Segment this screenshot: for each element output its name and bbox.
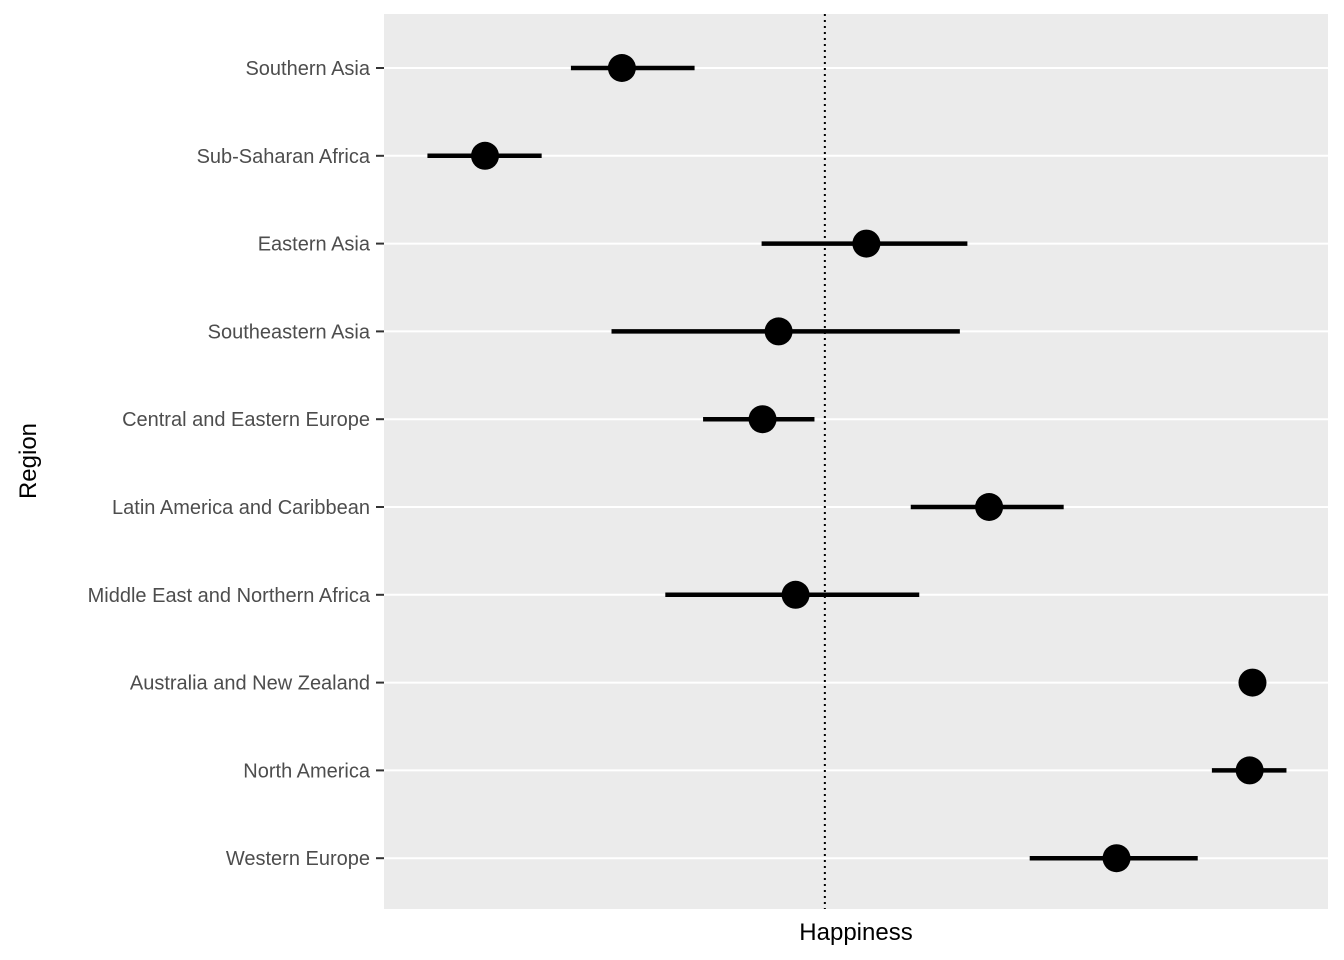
marks <box>427 54 1287 873</box>
y-tick-label: Australia and New Zealand <box>130 673 370 695</box>
estimate-point <box>852 229 881 258</box>
estimate-point <box>764 317 793 346</box>
estimate-point <box>975 493 1004 521</box>
estimate-point <box>1238 668 1267 697</box>
estimate-point <box>1102 844 1131 873</box>
y-tick-label: Eastern Asia <box>258 234 371 256</box>
estimate-point <box>1235 756 1264 785</box>
y-tick-label: Southeastern Asia <box>208 321 371 343</box>
estimate-point <box>471 141 500 170</box>
y-ticks: Southern Asia Sub-Saharan Africa Eastern A… <box>88 58 384 870</box>
y-tick-label: Southern Asia <box>245 58 370 80</box>
estimate-point <box>748 405 777 434</box>
y-tick-label: Latin America and Caribbean <box>112 497 370 519</box>
y-tick-label: Western Europe <box>226 848 370 870</box>
estimate-point <box>607 54 636 82</box>
estimate-point <box>781 580 810 609</box>
x-axis-title: Happiness <box>799 919 912 946</box>
y-axis-title: Region <box>15 423 42 499</box>
y-tick-label: Sub-Saharan Africa <box>197 146 371 168</box>
y-tick-label: North America <box>243 760 371 782</box>
y-tick-label: Middle East and Northern Africa <box>88 585 371 607</box>
plot-panel <box>384 14 1328 909</box>
y-tick-label: Central and Eastern Europe <box>122 409 370 431</box>
